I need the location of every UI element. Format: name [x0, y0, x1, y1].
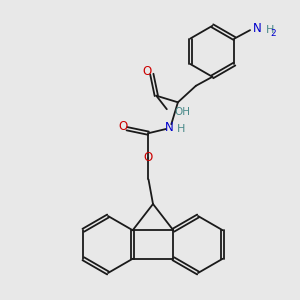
- Text: 2: 2: [270, 29, 275, 38]
- Text: OH: OH: [174, 107, 190, 117]
- Text: N: N: [253, 22, 261, 34]
- Text: O: O: [143, 64, 152, 78]
- Text: H: H: [177, 124, 186, 134]
- Text: H: H: [266, 25, 274, 34]
- Text: O: O: [144, 151, 153, 164]
- Text: N: N: [164, 121, 173, 134]
- Text: O: O: [119, 120, 128, 133]
